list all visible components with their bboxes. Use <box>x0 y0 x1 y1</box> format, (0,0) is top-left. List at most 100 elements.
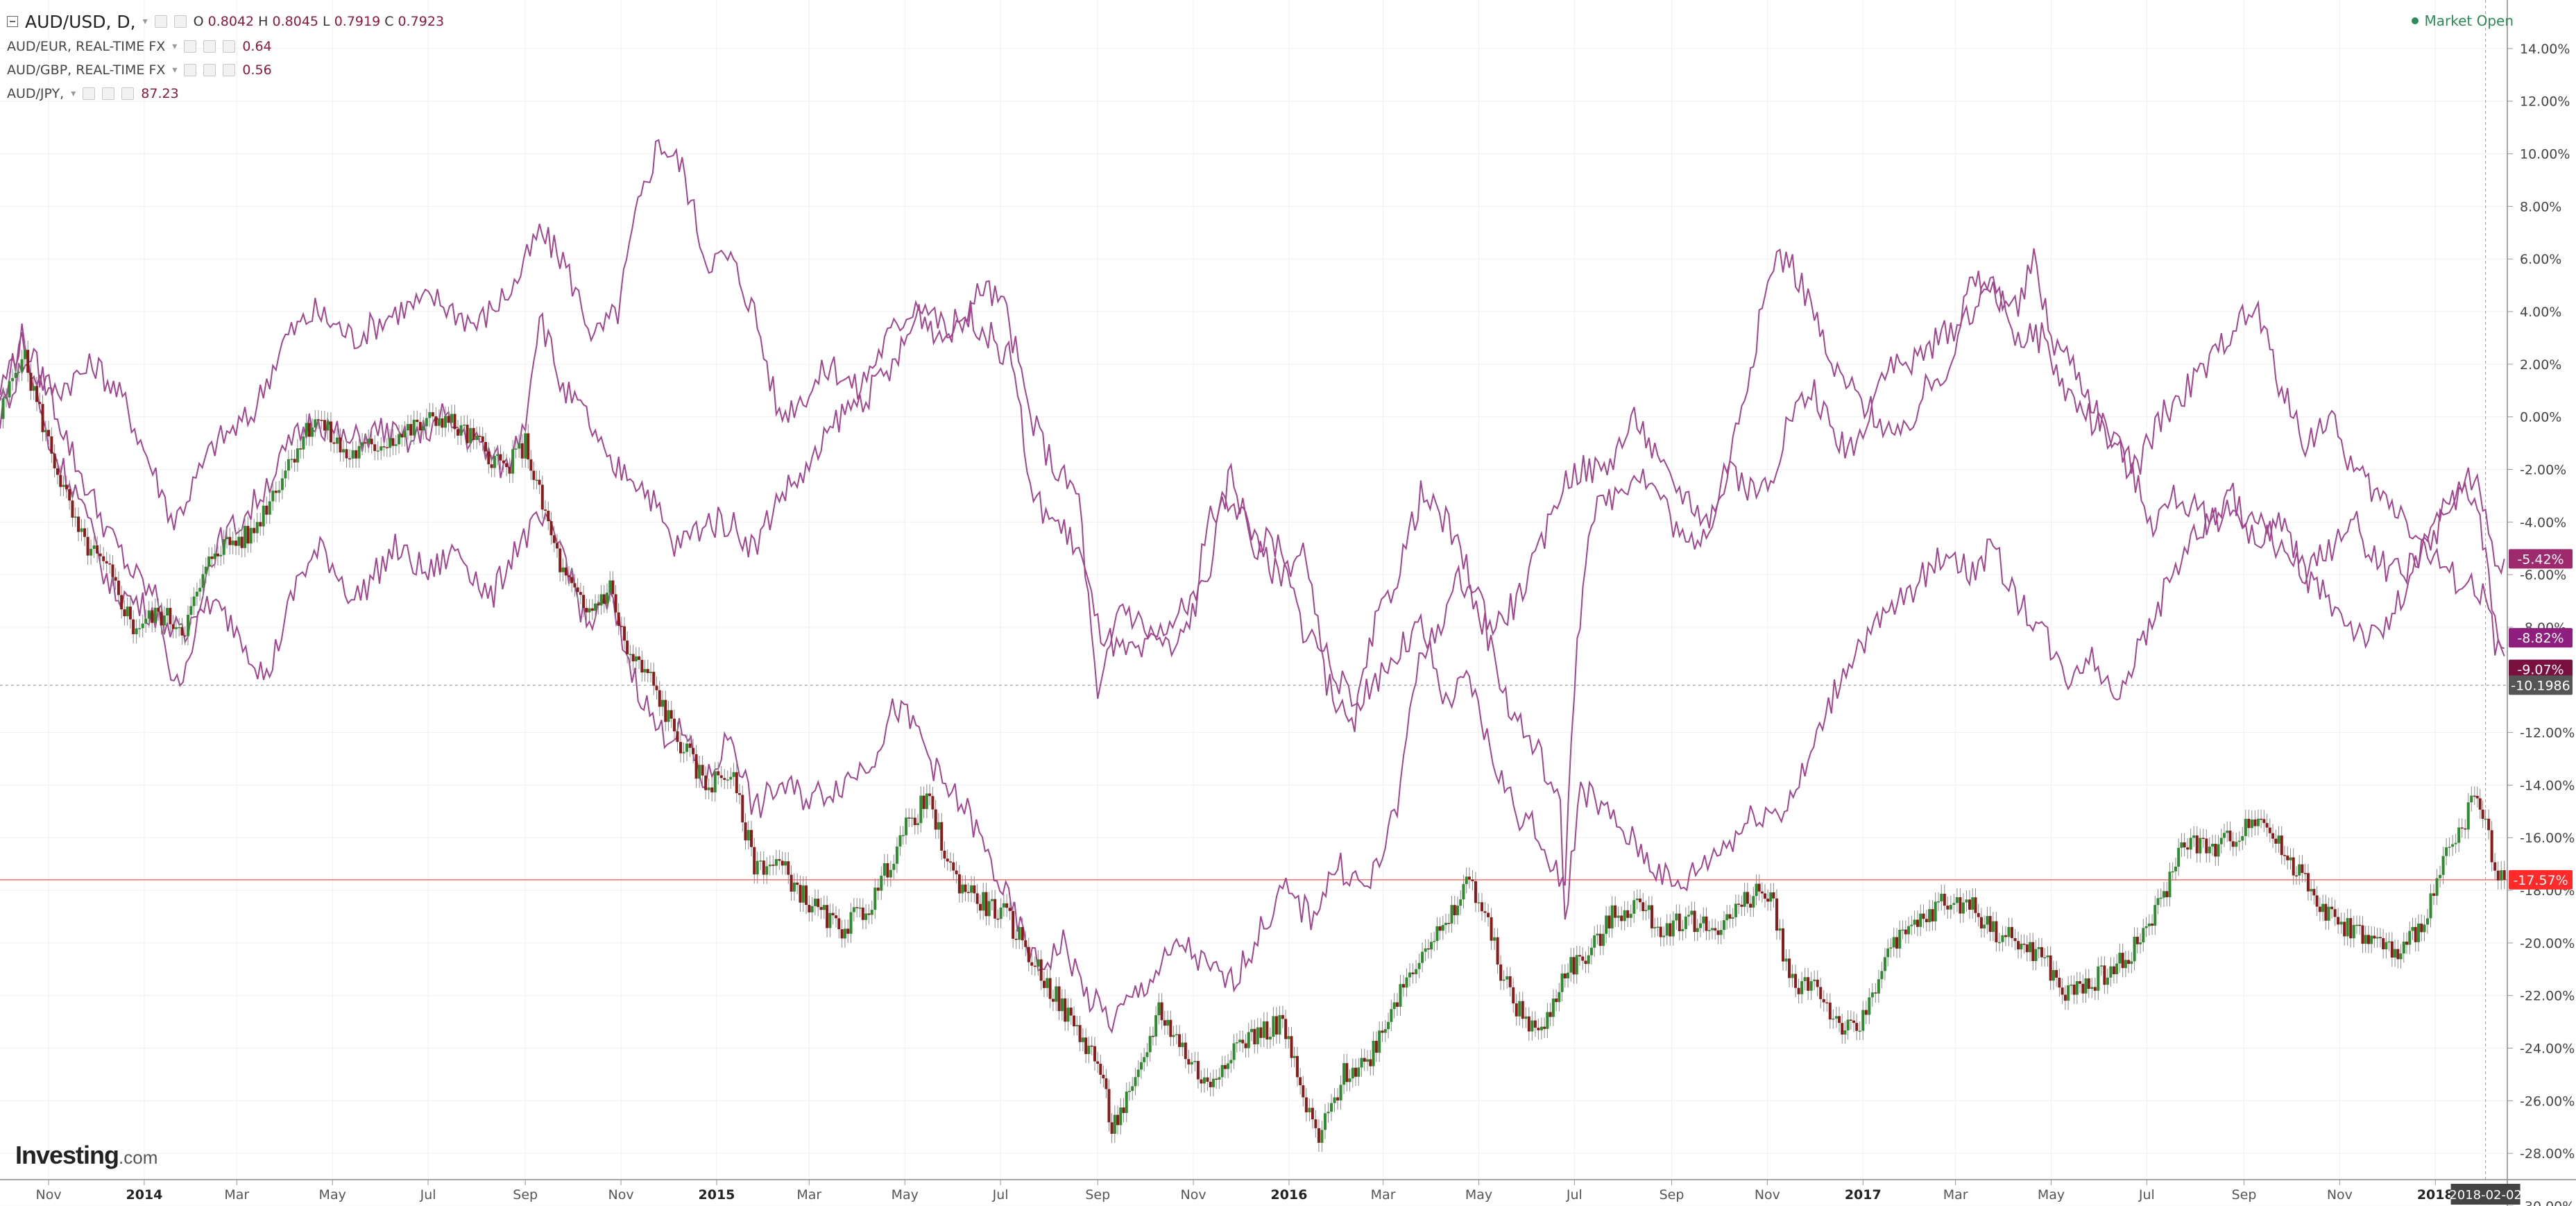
x-tick-label: Mar <box>224 1187 249 1203</box>
candle-body <box>77 516 80 532</box>
candle-body <box>1172 1035 1175 1037</box>
candle-body <box>2416 924 2420 942</box>
candle-body <box>376 450 379 452</box>
chevron-down-icon[interactable]: ▾ <box>71 88 76 99</box>
candle-body <box>511 449 515 474</box>
candle-body <box>919 795 923 824</box>
candle-body <box>2087 978 2090 990</box>
low-label: L <box>323 14 330 29</box>
eye-icon[interactable] <box>83 87 96 100</box>
candle-body <box>1005 903 1009 908</box>
candle-body <box>2151 923 2154 926</box>
collapse-legend-icon[interactable] <box>7 16 18 27</box>
candle-body <box>342 449 346 452</box>
candle-body <box>940 822 944 851</box>
chevron-down-icon[interactable]: ▾ <box>142 16 148 27</box>
main-symbol[interactable]: AUD/USD, D, <box>25 11 136 32</box>
candle-body <box>41 404 44 432</box>
candle-body <box>1983 924 1986 928</box>
candle-body <box>391 438 395 446</box>
candle-body <box>1653 927 1657 928</box>
candle-body <box>1369 1059 1372 1067</box>
candle-body <box>1441 925 1444 931</box>
candle-body <box>1707 930 1711 931</box>
candle-body <box>1746 892 1749 904</box>
candle-body <box>2020 943 2023 950</box>
candle-body <box>1444 922 1448 926</box>
legend-main[interactable]: AUD/USD, D, ▾ O 0.8042 H 0.8045 L 0.7919… <box>7 11 444 32</box>
candle-body <box>538 479 541 485</box>
candle-body <box>271 491 275 502</box>
compare-symbol[interactable]: AUD/JPY, <box>7 86 65 101</box>
candle-body <box>26 350 30 373</box>
legend-compare-jpy[interactable]: AUD/JPY, ▾ 87.23 <box>7 83 179 104</box>
candle-body <box>2484 818 2487 820</box>
candle-body <box>749 830 753 847</box>
candle-body <box>934 809 937 830</box>
candle-body <box>2211 844 2215 847</box>
candle-body <box>71 500 74 518</box>
eye-icon[interactable] <box>184 40 197 53</box>
candle-body <box>2186 847 2190 850</box>
candle-body <box>409 424 413 436</box>
candle-body <box>1614 905 1617 918</box>
candle-body <box>1769 892 1773 902</box>
candle-body <box>1605 915 1608 934</box>
chevron-down-icon[interactable]: ▾ <box>172 65 178 76</box>
candle-body <box>913 817 916 826</box>
candle-body <box>634 656 638 662</box>
eye-icon[interactable] <box>154 15 167 28</box>
eye-icon[interactable] <box>184 64 197 76</box>
compare-symbol[interactable]: AUD/EUR, REAL-TIME FX <box>7 39 166 54</box>
candle-body <box>1846 1019 1850 1030</box>
candle-body <box>505 463 509 468</box>
settings-icon[interactable] <box>203 40 216 53</box>
candle-body <box>1849 1019 1852 1021</box>
candle-body <box>1211 1078 1215 1087</box>
candle-body <box>1512 987 1515 1004</box>
legend-compare-gbp[interactable]: AUD/GBP, REAL-TIME FX ▾ 0.56 <box>7 60 272 80</box>
candle-body <box>385 447 389 448</box>
candle-body <box>207 556 211 567</box>
candle-body <box>1465 876 1468 885</box>
candle-body <box>484 441 488 452</box>
candle-body <box>1008 908 1012 911</box>
candle-body <box>2292 857 2295 876</box>
candle-body <box>1304 1097 1308 1112</box>
candle-body <box>141 623 144 629</box>
close-icon[interactable] <box>121 87 135 100</box>
brand-logo[interactable]: Investing.com <box>15 1141 157 1170</box>
candle-body <box>335 437 339 444</box>
candle-body <box>1551 999 1555 1017</box>
x-tick-label: May <box>2038 1187 2065 1203</box>
close-icon[interactable] <box>223 64 236 76</box>
candle-body <box>320 420 323 421</box>
x-tick-label: 2016 <box>1271 1187 1308 1203</box>
candle-body <box>1287 1036 1290 1039</box>
label-aud-gbp-text: -5.42% <box>2517 552 2564 567</box>
candle-body <box>1078 1025 1082 1042</box>
label-aud-jpy: -9.07% <box>2509 659 2573 679</box>
settings-icon[interactable] <box>173 15 187 28</box>
candle-body <box>174 627 178 629</box>
candle-body <box>925 793 928 809</box>
candle-body <box>441 418 444 428</box>
close-icon[interactable] <box>223 40 236 53</box>
candle-body <box>987 901 991 917</box>
chevron-down-icon[interactable]: ▾ <box>172 41 178 52</box>
candle-body <box>1048 978 1052 999</box>
candle-body <box>2237 840 2241 842</box>
candle-body <box>105 561 108 563</box>
candle-body <box>138 628 142 629</box>
compare-symbol[interactable]: AUD/GBP, REAL-TIME FX <box>7 62 166 78</box>
legend-compare-eur[interactable]: AUD/EUR, REAL-TIME FX ▾ 0.64 <box>7 36 272 57</box>
candle-body <box>796 882 799 885</box>
candle-body <box>2339 922 2343 925</box>
settings-icon[interactable] <box>203 64 216 76</box>
x-tick-label: Sep <box>1660 1187 1684 1203</box>
candle-body <box>268 501 271 515</box>
candle-body <box>2387 941 2391 943</box>
settings-icon[interactable] <box>102 87 115 100</box>
